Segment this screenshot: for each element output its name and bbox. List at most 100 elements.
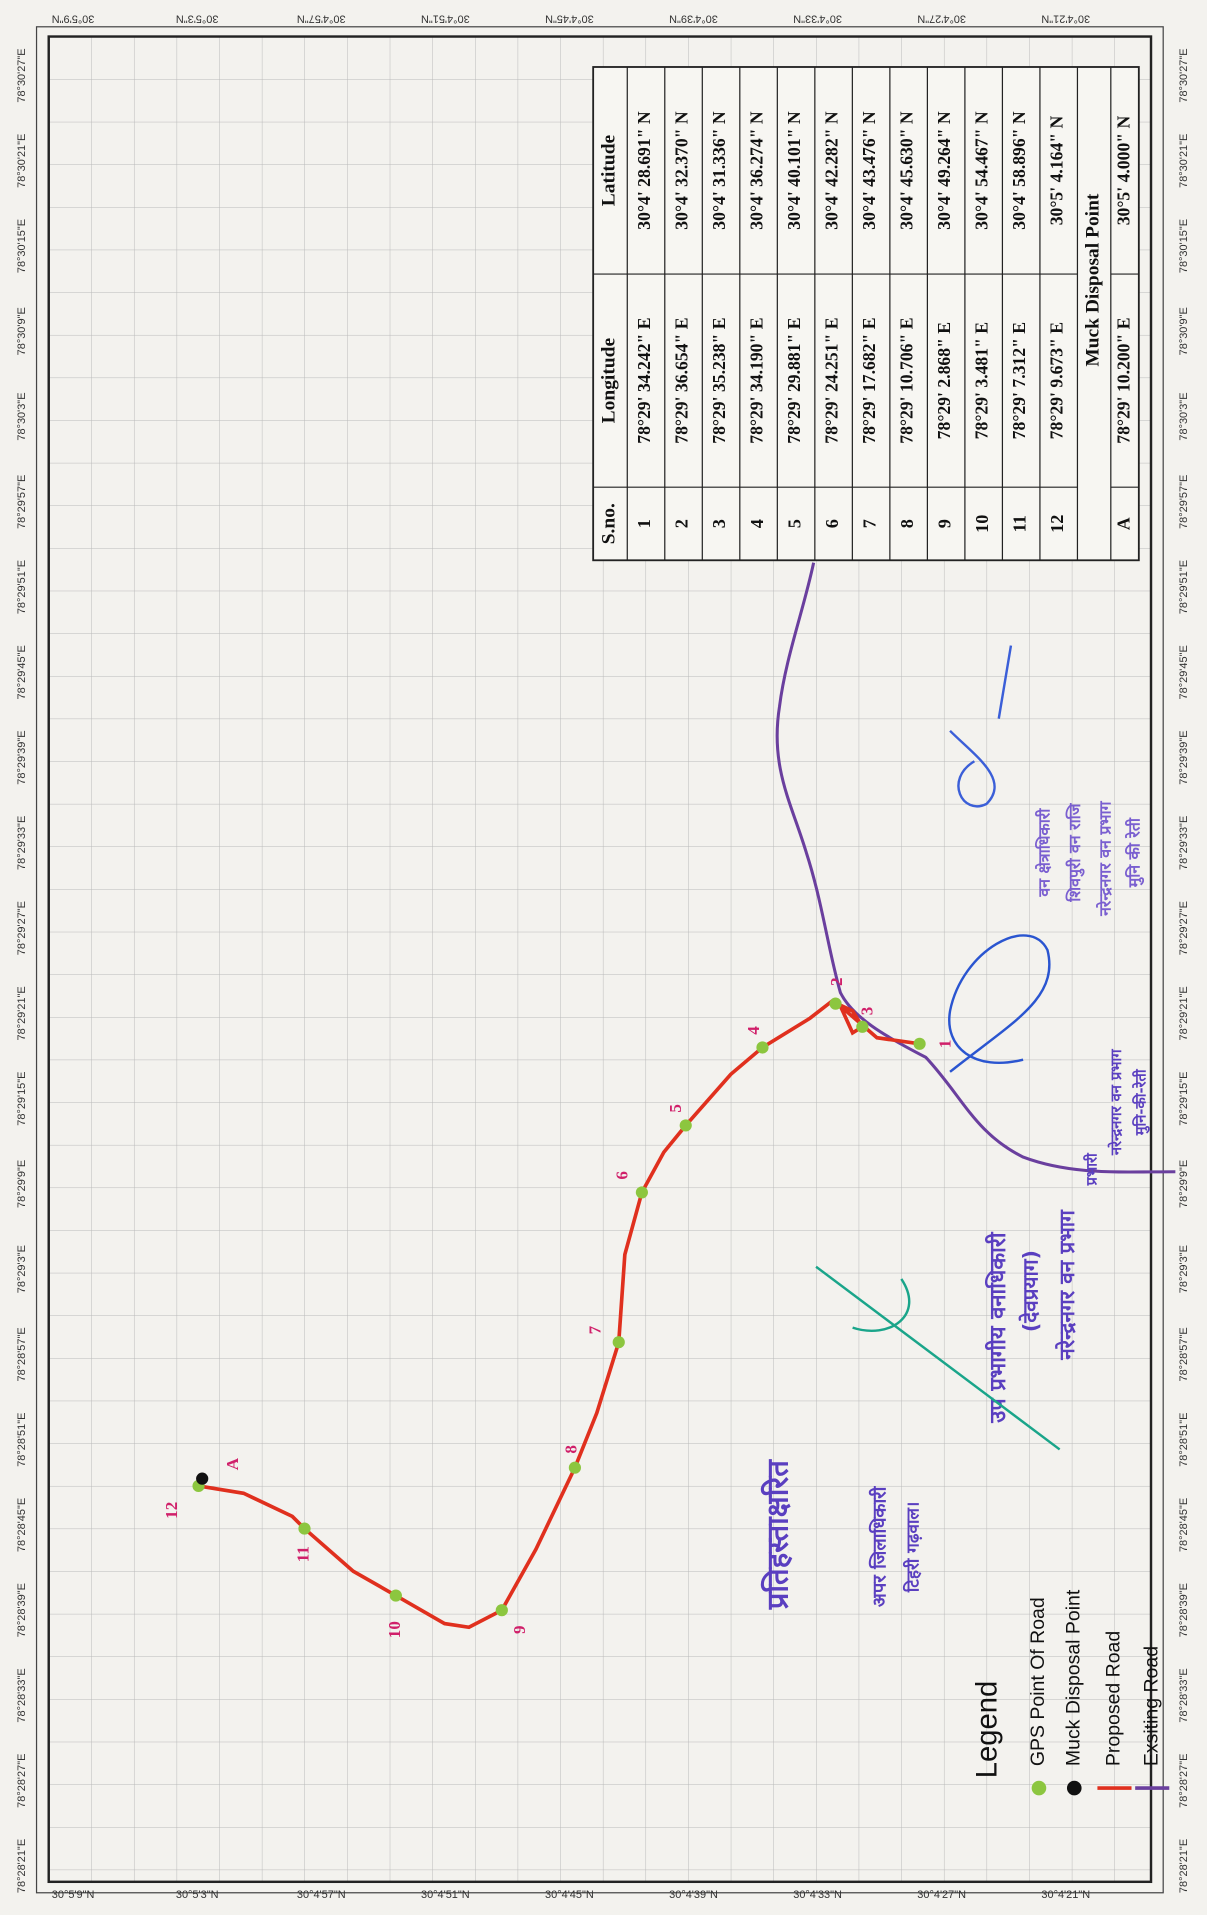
table-cell: 30°4' 49.264" N — [934, 111, 954, 230]
lon-label-left: 78°29'39"E — [16, 730, 28, 784]
table-cell: 78°29' 10.200" E — [1113, 318, 1133, 444]
handwritten-note: प्रभारी — [1083, 1152, 1101, 1186]
lat-label-top: 30°4'51"N — [421, 12, 470, 24]
lon-label-left: 78°28'33"E — [16, 1668, 28, 1722]
lon-label-right: 78°28'51"E — [1178, 1413, 1190, 1467]
gps-point — [756, 1041, 769, 1054]
table-cell: 78°29' 24.251" E — [822, 318, 842, 444]
table-cell: 78°29' 35.238" E — [709, 318, 729, 444]
table-cell: 30°4' 31.336" N — [709, 111, 729, 230]
lon-label-left: 78°29'9"E — [16, 1160, 28, 1208]
point-label: 1 — [935, 1040, 954, 1049]
lon-label-left: 78°30'15"E — [16, 219, 28, 273]
lat-label-bottom: 30°4'45"N — [545, 1889, 594, 1901]
lon-label-left: 78°28'21"E — [16, 1839, 28, 1893]
table-cell: 30°4' 43.476" N — [859, 111, 879, 230]
gps-point — [913, 1037, 926, 1050]
legend: Legend GPS Point Of Road Muck Disposal Poi… — [972, 1589, 1170, 1796]
lon-label-right: 78°30'3"E — [1178, 392, 1190, 440]
lon-label-left: 78°29'15"E — [16, 1072, 28, 1126]
lon-label-left: 78°29'51"E — [16, 560, 28, 614]
table-cell: 78°29' 9.673" E — [1047, 322, 1067, 439]
existing-road — [775, 562, 1176, 1174]
table-section: Muck Disposal Point — [1083, 193, 1104, 367]
lon-label-right: 78°30'9"E — [1178, 307, 1190, 355]
lat-label-bottom: 30°4'51"N — [421, 1889, 470, 1901]
lat-label-bottom: 30°4'27"N — [917, 1889, 966, 1901]
table-cell: 12 — [1047, 515, 1067, 533]
table-cell: 11 — [1009, 515, 1029, 532]
lon-label-left: 78°29'27"E — [16, 901, 28, 955]
table-cell: 78°29' 10.706" E — [897, 318, 917, 444]
point-label: 11 — [293, 1546, 312, 1562]
table-cell: 3 — [709, 519, 729, 528]
point-label: 3 — [857, 1007, 876, 1016]
handwritten-note: प्रतिहस्ताक्षरित — [761, 1459, 795, 1610]
lon-label-right: 78°29'15"E — [1178, 1072, 1190, 1126]
handwritten-note: (देवप्रयाग) — [1019, 1250, 1043, 1332]
gps-point — [495, 1604, 508, 1617]
lon-label-left: 78°28'39"E — [16, 1583, 28, 1637]
gps-point — [298, 1522, 311, 1535]
handwritten-note: मुनि-की-रेती — [1131, 1068, 1150, 1136]
table-cell: 78°29' 7.312" E — [1009, 322, 1029, 439]
point-label: 6 — [613, 1171, 632, 1180]
table-cell: 10 — [972, 515, 992, 533]
gps-point — [389, 1589, 402, 1602]
legend-gps — [1031, 1780, 1047, 1796]
table-cell: 78°29' 34.242" E — [634, 318, 654, 444]
legend-muck — [1066, 1780, 1082, 1796]
lat-label-top: 30°5'3"N — [176, 12, 219, 24]
lon-label-right: 78°29'57"E — [1178, 475, 1190, 529]
lon-label-right: 78°28'45"E — [1178, 1498, 1190, 1552]
table-cell: 1 — [634, 519, 654, 528]
table-cell: 2 — [672, 519, 692, 528]
lat-label-top: 30°4'27"N — [917, 12, 966, 24]
lon-label-left: 78°28'57"E — [16, 1327, 28, 1381]
gps-point — [568, 1461, 581, 1474]
table-cell: 30°5' 4.000" N — [1113, 115, 1133, 225]
lon-label-left: 78°29'3"E — [16, 1245, 28, 1293]
lat-label-top: 30°4'39"N — [669, 12, 718, 24]
lon-label-right: 78°30'15"E — [1178, 219, 1190, 273]
table-cell: 78°29' 3.481" E — [972, 322, 992, 439]
table-cell: A — [1113, 517, 1133, 530]
table-cell: 78°29' 2.868" E — [934, 322, 954, 439]
lon-label-right: 78°29'27"E — [1178, 901, 1190, 955]
table-cell: 30°4' 54.467" N — [972, 111, 992, 230]
legend-item: Exsiting Road — [1140, 1646, 1162, 1766]
lat-label-bottom: 30°5'9"N — [52, 1889, 95, 1901]
gps-point — [829, 997, 842, 1010]
table-cell: 9 — [934, 519, 954, 528]
lon-label-left: 78°29'45"E — [16, 645, 28, 699]
lon-label-right: 78°28'21"E — [1178, 1839, 1190, 1893]
gps-point — [635, 1186, 648, 1199]
lon-label-right: 78°29'51"E — [1178, 560, 1190, 614]
lon-label-right: 78°28'27"E — [1178, 1754, 1190, 1808]
handwritten-note: नरेन्द्रनगर वन प्रभाग — [1095, 800, 1114, 917]
table-cell: 30°4' 36.274" N — [747, 111, 767, 230]
table-cell: 6 — [822, 519, 842, 528]
point-label: 7 — [586, 1325, 605, 1334]
lat-label-bottom: 30°4'21"N — [1041, 1889, 1090, 1901]
point-label: 2 — [827, 977, 846, 986]
table-cell: 8 — [897, 519, 917, 528]
table-cell: 78°29' 36.654" E — [672, 318, 692, 444]
point-label: 5 — [666, 1104, 685, 1113]
lon-label-right: 78°29'45"E — [1178, 645, 1190, 699]
legend-item: Muck Disposal Point — [1062, 1589, 1084, 1766]
handwritten-note: वन क्षेत्राधिकारी — [1035, 808, 1054, 898]
handwritten-note: नरेन्द्रनगर वन प्रभाग — [1107, 1049, 1125, 1156]
lat-label-top: 30°4'45"N — [545, 12, 594, 24]
legend-item: Proposed Road — [1103, 1631, 1125, 1766]
gps-point — [856, 1020, 869, 1033]
point-label: 8 — [561, 1445, 580, 1454]
point-label: 4 — [744, 1026, 763, 1035]
table-cell: 4 — [747, 519, 767, 528]
lon-label-left: 78°28'51"E — [16, 1413, 28, 1467]
table-cell: 78°29' 34.190" E — [747, 318, 767, 444]
signature-scribble — [949, 645, 1013, 808]
proposed-road — [198, 999, 920, 1630]
